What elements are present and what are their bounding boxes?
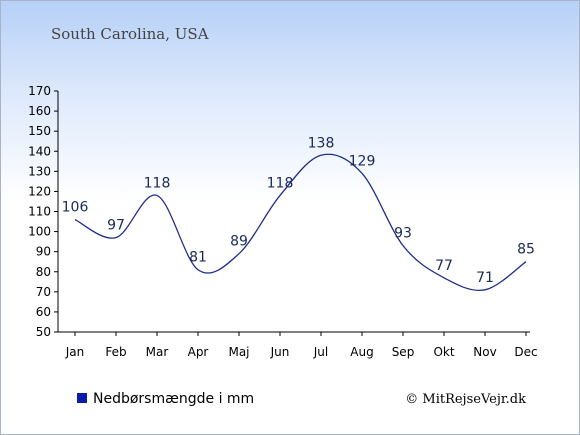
y-tick-label: 80 xyxy=(36,265,51,279)
data-label: 106 xyxy=(62,200,89,216)
x-tick-label: Dec xyxy=(514,345,537,359)
data-point xyxy=(279,194,282,197)
data-point xyxy=(320,154,323,157)
data-point xyxy=(156,194,159,197)
y-tick-label: 100 xyxy=(28,225,51,239)
y-tick-label: 110 xyxy=(28,205,51,219)
x-tick-label: Nov xyxy=(473,345,496,359)
y-tick-label: 150 xyxy=(28,124,51,138)
data-point xyxy=(238,252,241,255)
legend-swatch xyxy=(77,393,87,403)
y-tick-label: 50 xyxy=(36,325,51,339)
data-point xyxy=(115,236,118,239)
credit-text: © MitRejseVejr.dk xyxy=(405,392,526,407)
data-point xyxy=(484,288,487,291)
y-tick-label: 140 xyxy=(28,144,51,158)
y-tick-label: 70 xyxy=(36,285,51,299)
legend-label: Nedbørsmængde i mm xyxy=(93,391,254,407)
data-point xyxy=(74,218,77,221)
data-label: 118 xyxy=(144,175,171,191)
data-label: 129 xyxy=(349,153,376,169)
y-tick-label: 60 xyxy=(36,305,51,319)
data-point xyxy=(402,244,405,247)
chart-axes: 50 60 70 80 90 100 110 120 130 140 150 160 170 Jan Feb… xyxy=(28,84,538,359)
x-tick-label: Apr xyxy=(188,345,209,359)
data-label: 77 xyxy=(435,258,453,274)
chart-marks xyxy=(74,153,528,292)
data-label: 89 xyxy=(230,234,248,250)
data-label: 138 xyxy=(308,135,335,151)
data-label: 71 xyxy=(476,270,494,286)
y-tick-label: 130 xyxy=(28,164,51,178)
x-tick-label: Sep xyxy=(392,345,415,359)
data-label: 93 xyxy=(394,226,412,242)
y-tick-label: 120 xyxy=(28,184,51,198)
x-tick-label: Okt xyxy=(433,345,454,359)
data-point xyxy=(197,268,200,271)
data-label: 81 xyxy=(189,250,207,266)
data-label: 85 xyxy=(517,242,535,258)
data-point xyxy=(525,260,528,263)
data-labels: 106 97 118 81 89 118 138 129 93 77 71 85 xyxy=(62,135,535,286)
data-label: 118 xyxy=(267,175,294,191)
x-tick-label: Aug xyxy=(350,345,373,359)
x-tick-label: Jul xyxy=(313,345,328,359)
data-label: 97 xyxy=(107,218,125,234)
x-tick-label: Maj xyxy=(228,345,249,359)
series-line xyxy=(74,153,527,292)
x-tick-label: Jan xyxy=(65,345,85,359)
data-point xyxy=(361,172,364,175)
y-tick-label: 90 xyxy=(36,245,51,259)
x-tick-label: Feb xyxy=(105,345,126,359)
y-tick-label: 160 xyxy=(28,104,51,118)
x-tick-label: Jun xyxy=(270,345,290,359)
data-point xyxy=(443,276,446,279)
x-tick-label: Mar xyxy=(146,345,169,359)
y-tick-label: 170 xyxy=(28,84,51,98)
chart-title: South Carolina, USA xyxy=(51,25,209,43)
